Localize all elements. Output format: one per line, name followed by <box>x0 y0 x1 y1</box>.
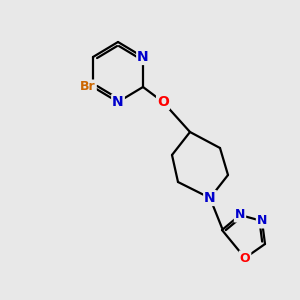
Text: N: N <box>235 208 245 221</box>
Text: O: O <box>240 251 250 265</box>
Text: N: N <box>137 50 149 64</box>
Text: Br: Br <box>80 80 96 94</box>
Text: O: O <box>157 95 169 109</box>
Text: N: N <box>204 191 216 205</box>
Text: N: N <box>257 214 267 227</box>
Text: N: N <box>112 95 124 109</box>
